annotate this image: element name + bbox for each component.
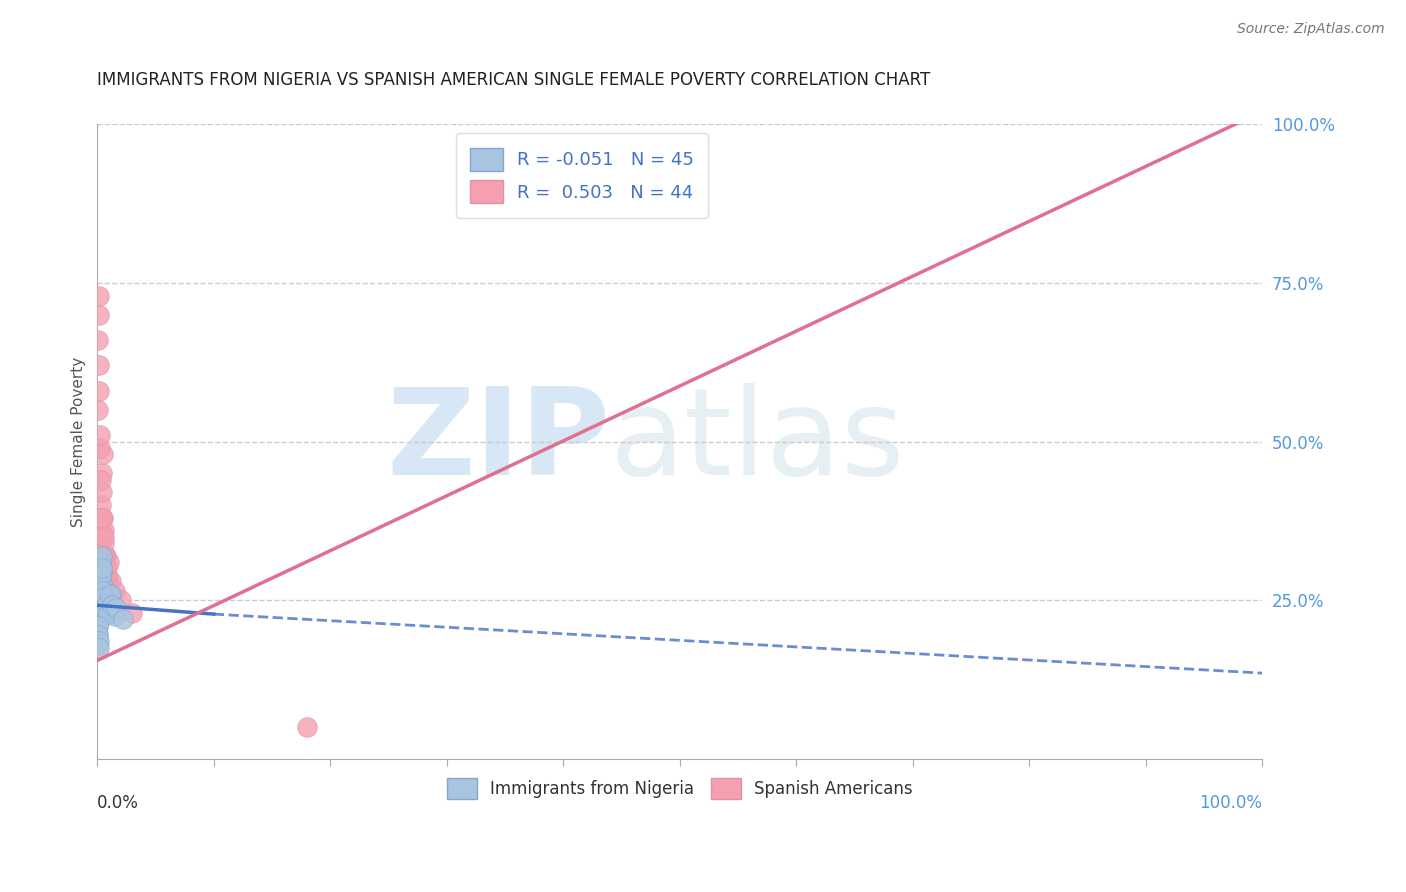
Point	[91, 510, 114, 524]
Point	[89, 555, 111, 569]
Point	[98, 555, 121, 569]
Point	[89, 359, 111, 373]
Point	[87, 615, 110, 630]
Point	[93, 524, 115, 538]
Point	[89, 593, 111, 607]
Point	[87, 402, 110, 417]
Point	[87, 612, 110, 626]
Point	[87, 628, 110, 642]
Point	[94, 599, 117, 614]
Point	[89, 530, 111, 544]
Point	[87, 609, 110, 624]
Point	[94, 606, 117, 620]
Text: ZIP: ZIP	[387, 383, 610, 500]
Point	[96, 561, 118, 575]
Point	[87, 614, 110, 628]
Point	[89, 428, 111, 442]
Point	[91, 581, 114, 595]
Point	[87, 602, 110, 616]
Point	[89, 510, 111, 524]
Text: 0.0%: 0.0%	[97, 794, 139, 812]
Point	[87, 571, 110, 585]
Text: atlas: atlas	[610, 383, 905, 500]
Point	[93, 599, 115, 614]
Point	[86, 618, 108, 632]
Point	[89, 587, 111, 601]
Point	[87, 308, 110, 322]
Point	[91, 583, 114, 598]
Legend: Immigrants from Nigeria, Spanish Americans: Immigrants from Nigeria, Spanish America…	[439, 770, 921, 807]
Point	[100, 587, 122, 601]
Point	[89, 640, 111, 655]
Point	[96, 567, 118, 582]
Point	[90, 498, 112, 512]
Point	[90, 567, 112, 582]
Y-axis label: Single Female Poverty: Single Female Poverty	[72, 357, 86, 526]
Point	[90, 555, 112, 569]
Text: Source: ZipAtlas.com: Source: ZipAtlas.com	[1237, 22, 1385, 37]
Point	[101, 599, 124, 613]
Point	[87, 638, 110, 652]
Point	[96, 596, 118, 610]
Point	[93, 530, 115, 544]
Point	[87, 333, 110, 347]
Point	[97, 607, 120, 621]
Point	[93, 590, 115, 604]
Point	[94, 602, 117, 616]
Point	[89, 594, 111, 608]
Point	[87, 634, 110, 648]
Point	[87, 606, 110, 620]
Point	[91, 467, 114, 481]
Point	[93, 536, 115, 550]
Point	[91, 447, 114, 461]
Point	[89, 591, 111, 606]
Point	[87, 599, 110, 614]
Point	[104, 583, 127, 598]
Point	[87, 587, 110, 601]
Point	[91, 510, 114, 524]
Point	[90, 524, 112, 538]
Text: 100.0%: 100.0%	[1199, 794, 1263, 812]
Point	[87, 611, 110, 625]
Point	[87, 593, 110, 607]
Point	[91, 587, 114, 601]
Point	[93, 590, 115, 604]
Point	[97, 574, 120, 588]
Point	[89, 596, 111, 610]
Point	[86, 618, 108, 632]
Point	[104, 609, 127, 624]
Point	[121, 606, 143, 620]
Point	[111, 612, 134, 626]
Point	[87, 581, 110, 595]
Point	[94, 549, 117, 563]
Point	[295, 720, 318, 734]
Point	[100, 574, 122, 588]
Point	[89, 288, 111, 302]
Point	[90, 485, 112, 500]
Point	[90, 574, 112, 588]
Point	[98, 588, 121, 602]
Point	[89, 441, 111, 455]
Point	[87, 628, 110, 642]
Point	[91, 549, 114, 563]
Point	[90, 549, 112, 563]
Point	[89, 602, 111, 616]
Point	[87, 606, 110, 620]
Point	[96, 596, 118, 610]
Point	[90, 565, 112, 579]
Point	[91, 561, 114, 575]
Point	[110, 593, 132, 607]
Point	[90, 600, 112, 615]
Point	[104, 600, 127, 615]
Point	[94, 549, 117, 563]
Point	[98, 602, 121, 616]
Point	[87, 384, 110, 398]
Text: IMMIGRANTS FROM NIGERIA VS SPANISH AMERICAN SINGLE FEMALE POVERTY CORRELATION CH: IMMIGRANTS FROM NIGERIA VS SPANISH AMERI…	[97, 71, 931, 89]
Point	[89, 561, 111, 575]
Point	[89, 607, 111, 621]
Point	[90, 473, 112, 487]
Point	[91, 574, 114, 588]
